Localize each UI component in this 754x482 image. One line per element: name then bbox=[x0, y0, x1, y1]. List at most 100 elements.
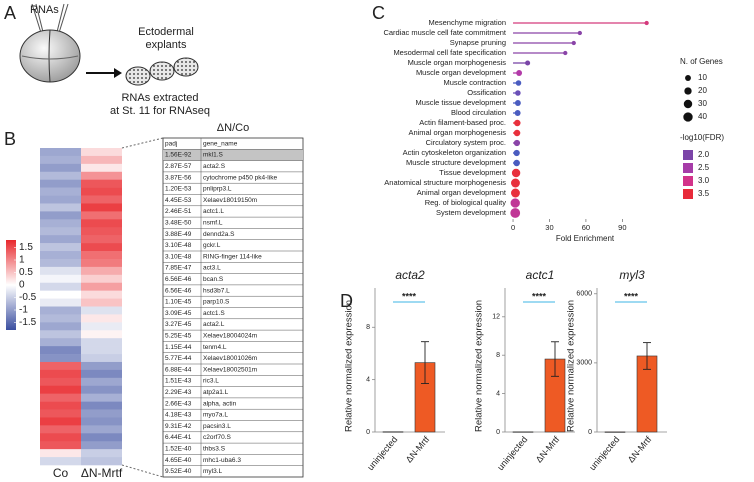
table-cell: 2.66E-43 bbox=[165, 400, 192, 407]
heatmap-cell bbox=[81, 243, 122, 252]
table-cell: myo7a.L bbox=[203, 412, 228, 419]
heatmap-cell bbox=[40, 211, 81, 220]
table-cell: mhc1-uba6.3 bbox=[203, 457, 241, 464]
heatmap-cell bbox=[81, 274, 122, 284]
heatmap-cell bbox=[40, 433, 81, 442]
colorbar-label: 1.5 bbox=[19, 242, 33, 253]
y-tick-label: 0 bbox=[496, 429, 500, 436]
table-cell: 6.88E-44 bbox=[165, 366, 192, 373]
heatmap-cell bbox=[81, 377, 122, 387]
heatmap-cell bbox=[40, 148, 81, 157]
table-cell: thbs3.S bbox=[203, 445, 226, 452]
heatmap-cell bbox=[81, 330, 122, 339]
table-cell: dennd2a.S bbox=[203, 231, 235, 238]
heatmap-cell bbox=[40, 155, 81, 165]
embryo-drawing bbox=[19, 3, 199, 86]
table-cell: Xelaev18004024m bbox=[203, 332, 257, 339]
table-cell: 6.44E-41 bbox=[165, 434, 192, 441]
category-label: Animal organ development bbox=[417, 188, 507, 197]
highlight-row bbox=[163, 149, 303, 161]
legend-label: 2.5 bbox=[698, 163, 710, 172]
heatmap-cell bbox=[81, 385, 122, 394]
heatmap-cell bbox=[81, 290, 122, 299]
diagram-label: explants bbox=[146, 39, 187, 51]
table-cell: atp2a1.L bbox=[203, 389, 229, 396]
table-cell: c2orf70.S bbox=[203, 434, 231, 441]
embryo-furrow bbox=[48, 29, 51, 83]
heatmap-cell bbox=[40, 282, 81, 291]
category-label: Blood circulation bbox=[451, 108, 506, 117]
category-label: System development bbox=[436, 208, 507, 217]
heatmap-cell bbox=[81, 306, 122, 315]
table-cell: Xelaev18019150m bbox=[203, 197, 257, 204]
lollipop-dot bbox=[571, 40, 576, 46]
lollipop-dot bbox=[577, 30, 582, 36]
significance-label: **** bbox=[532, 291, 547, 301]
heatmap-cell bbox=[81, 354, 122, 363]
y-tick-label: 6000 bbox=[576, 291, 592, 298]
table-cell: hsd3b7.L bbox=[203, 287, 230, 294]
table-cell: 1.51E-43 bbox=[165, 378, 192, 385]
category-label: Muscle structure development bbox=[406, 158, 507, 167]
lollipop-dot bbox=[513, 129, 521, 137]
needle bbox=[57, 3, 69, 37]
heatmap-cell bbox=[81, 179, 122, 188]
heatmap-cell bbox=[40, 354, 81, 363]
legend-title: -log10(FDR) bbox=[680, 133, 724, 142]
category-label: Circulatory system proc. bbox=[426, 138, 506, 147]
diagram-label: Ectodermal bbox=[138, 26, 194, 38]
table-cell: act3.L bbox=[203, 265, 221, 272]
colorbar-label: -1 bbox=[19, 305, 28, 316]
lollipop-dot bbox=[513, 139, 521, 147]
table-cell: pacsin3.L bbox=[203, 423, 231, 430]
legend-label: 10 bbox=[698, 73, 707, 82]
colorbar-label: 0 bbox=[19, 280, 25, 291]
legend-dot bbox=[685, 75, 691, 81]
y-tick-label: 4 bbox=[366, 376, 370, 383]
heatmap-cell bbox=[81, 211, 122, 220]
heatmap-cell bbox=[40, 195, 81, 204]
category-label: Ossification bbox=[467, 88, 506, 97]
heatmap-cell bbox=[40, 274, 81, 284]
x-axis-title: Fold Enrichment bbox=[556, 234, 615, 243]
colorbar bbox=[6, 240, 16, 330]
category-label: Mesodermal cell fate specification bbox=[393, 48, 506, 57]
lollipop-dot bbox=[511, 188, 520, 198]
legend-swatch bbox=[683, 176, 693, 186]
y-tick-label: 0 bbox=[588, 429, 592, 436]
table-cell: 4.65E-40 bbox=[165, 457, 192, 464]
heatmap-cell bbox=[40, 457, 81, 466]
legend-label: 3.5 bbox=[698, 189, 710, 198]
table-cell: 4.18E-43 bbox=[165, 412, 192, 419]
lollipop-dot bbox=[516, 70, 523, 76]
panel-label: D bbox=[340, 291, 353, 311]
diagram-label: at St. 11 for RNAseq bbox=[110, 105, 210, 117]
diagram-label: RNAs extracted bbox=[121, 92, 198, 104]
heatmap-cell bbox=[81, 314, 122, 323]
table-header: gene_name bbox=[203, 140, 238, 147]
legend-label: 40 bbox=[698, 112, 707, 121]
colorbar-label: -0.5 bbox=[19, 292, 37, 303]
table-cell: 3.10E-48 bbox=[165, 242, 192, 249]
chart-title: myl3 bbox=[619, 268, 645, 282]
heatmap-cell bbox=[81, 148, 122, 157]
heatmap-cell bbox=[81, 163, 122, 173]
heatmap-cell bbox=[40, 306, 81, 315]
category-label: Mesenchyme migration bbox=[428, 18, 506, 27]
y-axis-title: Relative normalized expression bbox=[474, 300, 485, 432]
category-label: Reg. of biological quality bbox=[425, 198, 507, 207]
category-label: Tissue development bbox=[439, 168, 507, 177]
bar bbox=[382, 431, 404, 433]
y-axis-title: Relative normalized expression bbox=[344, 300, 355, 432]
heatmap-cell bbox=[40, 449, 81, 458]
heatmap-cell bbox=[81, 425, 122, 434]
heatmap-cell bbox=[40, 425, 81, 434]
column-label: Co bbox=[53, 466, 69, 480]
table-cell: Xelaev18002501m bbox=[203, 366, 257, 373]
heatmap-cell bbox=[40, 258, 81, 268]
heatmap-cell bbox=[40, 243, 81, 252]
legend-label: 3.0 bbox=[698, 176, 710, 185]
y-tick-label: 8 bbox=[366, 324, 370, 331]
table-cell: 1.56E-92 bbox=[165, 152, 192, 159]
heatmap-cell bbox=[81, 401, 122, 410]
